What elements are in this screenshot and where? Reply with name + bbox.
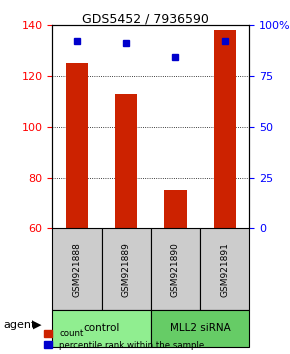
Text: ▶: ▶ <box>33 320 42 330</box>
Legend: count, percentile rank within the sample: count, percentile rank within the sample <box>42 327 206 352</box>
Text: GSM921890: GSM921890 <box>171 242 180 297</box>
Bar <box>214 30 236 228</box>
Bar <box>115 93 137 228</box>
Text: GSM921891: GSM921891 <box>220 242 229 297</box>
FancyBboxPatch shape <box>151 228 200 310</box>
FancyBboxPatch shape <box>200 228 249 310</box>
Bar <box>164 190 186 228</box>
Bar <box>66 63 88 228</box>
Text: MLL2 siRNA: MLL2 siRNA <box>170 324 231 333</box>
FancyBboxPatch shape <box>151 310 249 347</box>
FancyBboxPatch shape <box>52 228 102 310</box>
FancyBboxPatch shape <box>102 228 151 310</box>
Text: agent: agent <box>3 320 35 330</box>
FancyBboxPatch shape <box>52 310 151 347</box>
Text: GSM921889: GSM921889 <box>122 242 131 297</box>
Text: GDS5452 / 7936590: GDS5452 / 7936590 <box>81 12 209 25</box>
Text: GSM921888: GSM921888 <box>72 242 81 297</box>
Text: control: control <box>83 324 120 333</box>
